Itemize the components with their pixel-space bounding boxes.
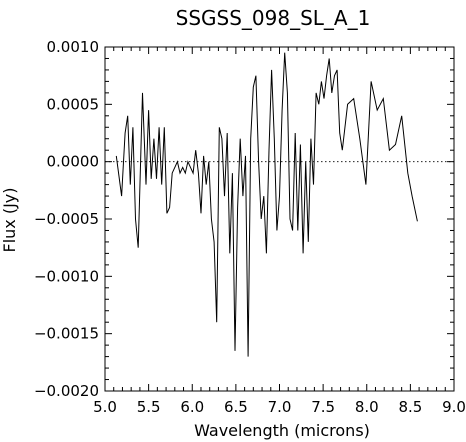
x-tick-label: 9.0 <box>442 398 466 416</box>
y-tick-label: 0.0000 <box>47 153 100 171</box>
x-tick-label: 5.0 <box>93 398 117 416</box>
x-tick-label: 7.5 <box>311 398 335 416</box>
chart-title: SSGSS_098_SL_A_1 <box>176 6 371 30</box>
x-tick-label: 6.0 <box>180 398 204 416</box>
y-tick-label: 0.0005 <box>47 95 100 113</box>
x-axis-label: Wavelength (microns) <box>194 421 370 440</box>
y-axis-label: Flux (Jy) <box>0 187 19 252</box>
y-tick-label: 0.0010 <box>47 38 100 56</box>
y-tick-label: −0.0010 <box>34 267 99 285</box>
y-tick-label: −0.0005 <box>34 210 99 228</box>
x-tick-label: 8.0 <box>355 398 379 416</box>
y-axis: −0.0020 −0.0015 −0.0010 −0.0005 0.0000 0.0005… <box>34 38 454 400</box>
x-tick-label: 5.5 <box>137 398 161 416</box>
flux-series-line <box>115 52 418 357</box>
y-tick-label: −0.0015 <box>34 325 99 343</box>
plot-frame <box>104 46 455 392</box>
x-axis: 5.0 5.5 6.0 6.5 7.0 7.5 8.0 8.5 9.0 <box>93 47 466 416</box>
x-tick-label: 6.5 <box>224 398 248 416</box>
y-tick-label: −0.0020 <box>34 382 99 400</box>
x-tick-label: 7.0 <box>268 398 292 416</box>
x-tick-label: 8.5 <box>398 398 422 416</box>
plot-area <box>104 46 455 392</box>
